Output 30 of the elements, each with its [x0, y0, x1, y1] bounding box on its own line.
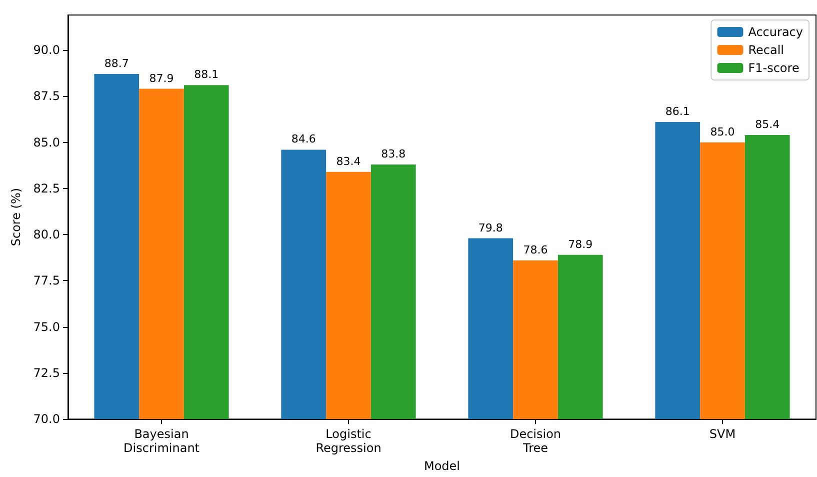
data-label: 83.4 [336, 154, 361, 168]
y-tick-label: 90.0 [33, 43, 60, 58]
x-tick-label: Decision Tree [510, 427, 562, 456]
y-tick-label: 82.5 [33, 181, 60, 196]
data-label: 85.4 [755, 118, 780, 131]
y-tick-label: 77.5 [33, 274, 60, 288]
data-label: 84.6 [291, 132, 316, 146]
data-label: 78.6 [523, 243, 548, 256]
legend-label: F1-score [748, 61, 800, 75]
data-label: 86.1 [665, 105, 690, 118]
data-label: 78.9 [568, 238, 593, 251]
y-tick-label: 75.0 [33, 320, 60, 334]
x-axis-title: Model [424, 459, 460, 473]
x-tick-label: Logistic Regression [316, 427, 382, 456]
y-tick-label: 87.5 [33, 89, 60, 104]
y-axis-title: Score (%) [9, 188, 23, 246]
x-tick-label: Bayesian Discriminant [124, 427, 200, 456]
y-tick-label: 70.0 [33, 412, 60, 426]
data-label: 87.9 [149, 72, 174, 85]
data-label: 88.7 [104, 57, 129, 70]
data-label: 83.8 [381, 147, 406, 160]
y-tick-label: 80.0 [33, 228, 60, 242]
data-label: 88.1 [194, 68, 219, 82]
y-tick-label: 72.5 [33, 366, 60, 380]
legend-label: Accuracy [748, 25, 804, 39]
data-label: 85.0 [710, 125, 735, 138]
legend-label: Recall [748, 43, 784, 57]
y-tick-label: 85.0 [33, 135, 60, 150]
data-label: 79.8 [478, 221, 503, 234]
x-tick-label: SVM [709, 427, 736, 442]
